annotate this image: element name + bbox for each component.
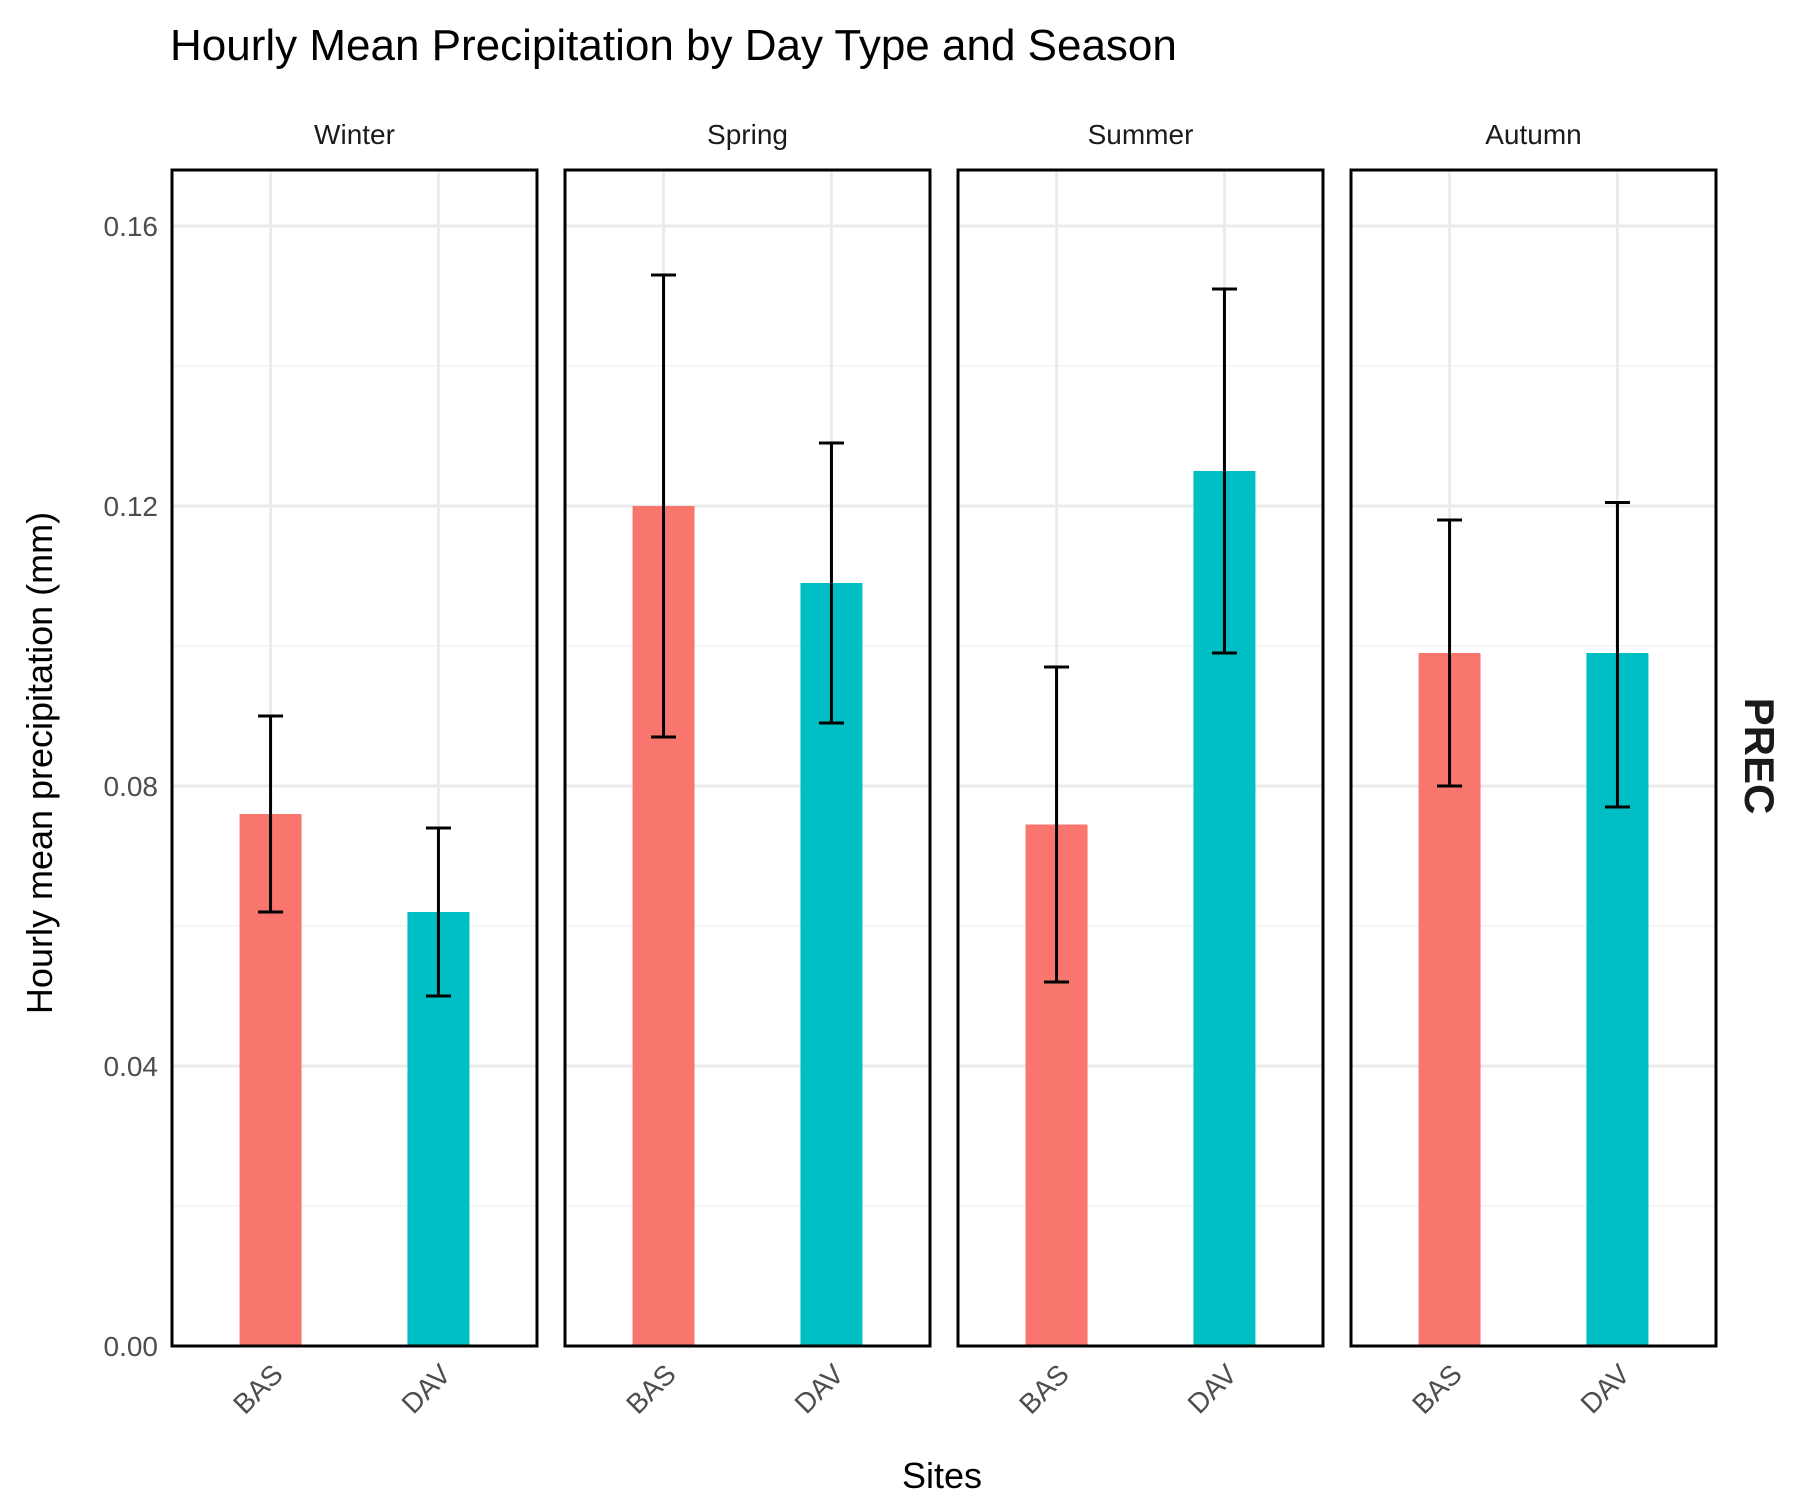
y-tick-label: 0.08 <box>104 771 159 802</box>
strip-label-autumn: Autumn <box>1485 119 1582 150</box>
x-tick-label-dav: DAV <box>1575 1358 1636 1419</box>
errorbar-winter-bas <box>258 714 284 914</box>
panel-border <box>563 168 932 1348</box>
errorbar-spring-bas <box>651 273 677 739</box>
errorbar-summer-dav <box>1211 287 1237 655</box>
x-tick-label-dav: DAV <box>789 1358 850 1419</box>
y-tick-label: 0.16 <box>104 211 159 242</box>
panel-autumn: BAS DAV Autumn <box>1349 119 1718 1420</box>
y-axis-title: Hourly mean precipitation (mm) <box>19 512 60 1014</box>
y-tick-label: 0.04 <box>104 1051 159 1082</box>
panel-winter: BAS DAV Winter <box>170 119 539 1420</box>
y-axis: 0.00 0.04 0.08 0.12 0.16 <box>104 211 159 1362</box>
strip-label-winter: Winter <box>314 119 395 150</box>
panel-border <box>956 168 1325 1348</box>
strip-label-summer: Summer <box>1088 119 1194 150</box>
errorbar-autumn-dav <box>1604 501 1630 809</box>
panel-summer: BAS DAV Summer <box>956 119 1325 1420</box>
x-tick-label-dav: DAV <box>1182 1358 1243 1419</box>
panel-spring: BAS DAV Spring <box>563 119 932 1420</box>
x-tick-label-bas: BAS <box>1013 1358 1075 1420</box>
x-tick-label-dav: DAV <box>396 1358 457 1419</box>
errorbar-winter-dav <box>425 826 451 998</box>
x-tick-label-bas: BAS <box>1406 1358 1468 1420</box>
x-tick-label-bas: BAS <box>227 1358 289 1420</box>
y-tick-label: 0.00 <box>104 1331 159 1362</box>
x-axis-title: Sites <box>902 1455 982 1496</box>
panel-border <box>1349 168 1718 1348</box>
panel-border <box>170 168 539 1348</box>
errorbar-spring-dav <box>818 441 844 725</box>
errorbar-summer-bas <box>1044 665 1070 984</box>
panels-layer: BAS DAV Winter BAS DAV Spring BAS DAV Summer BAS D… <box>170 119 1718 1420</box>
strip-label-spring: Spring <box>707 119 788 150</box>
errorbar-autumn-bas <box>1437 518 1463 788</box>
x-tick-label-bas: BAS <box>620 1358 682 1420</box>
y-tick-label: 0.12 <box>104 491 159 522</box>
row-strip-label: PREC <box>1736 698 1783 815</box>
chart-title: Hourly Mean Precipitation by Day Type an… <box>170 21 1177 70</box>
